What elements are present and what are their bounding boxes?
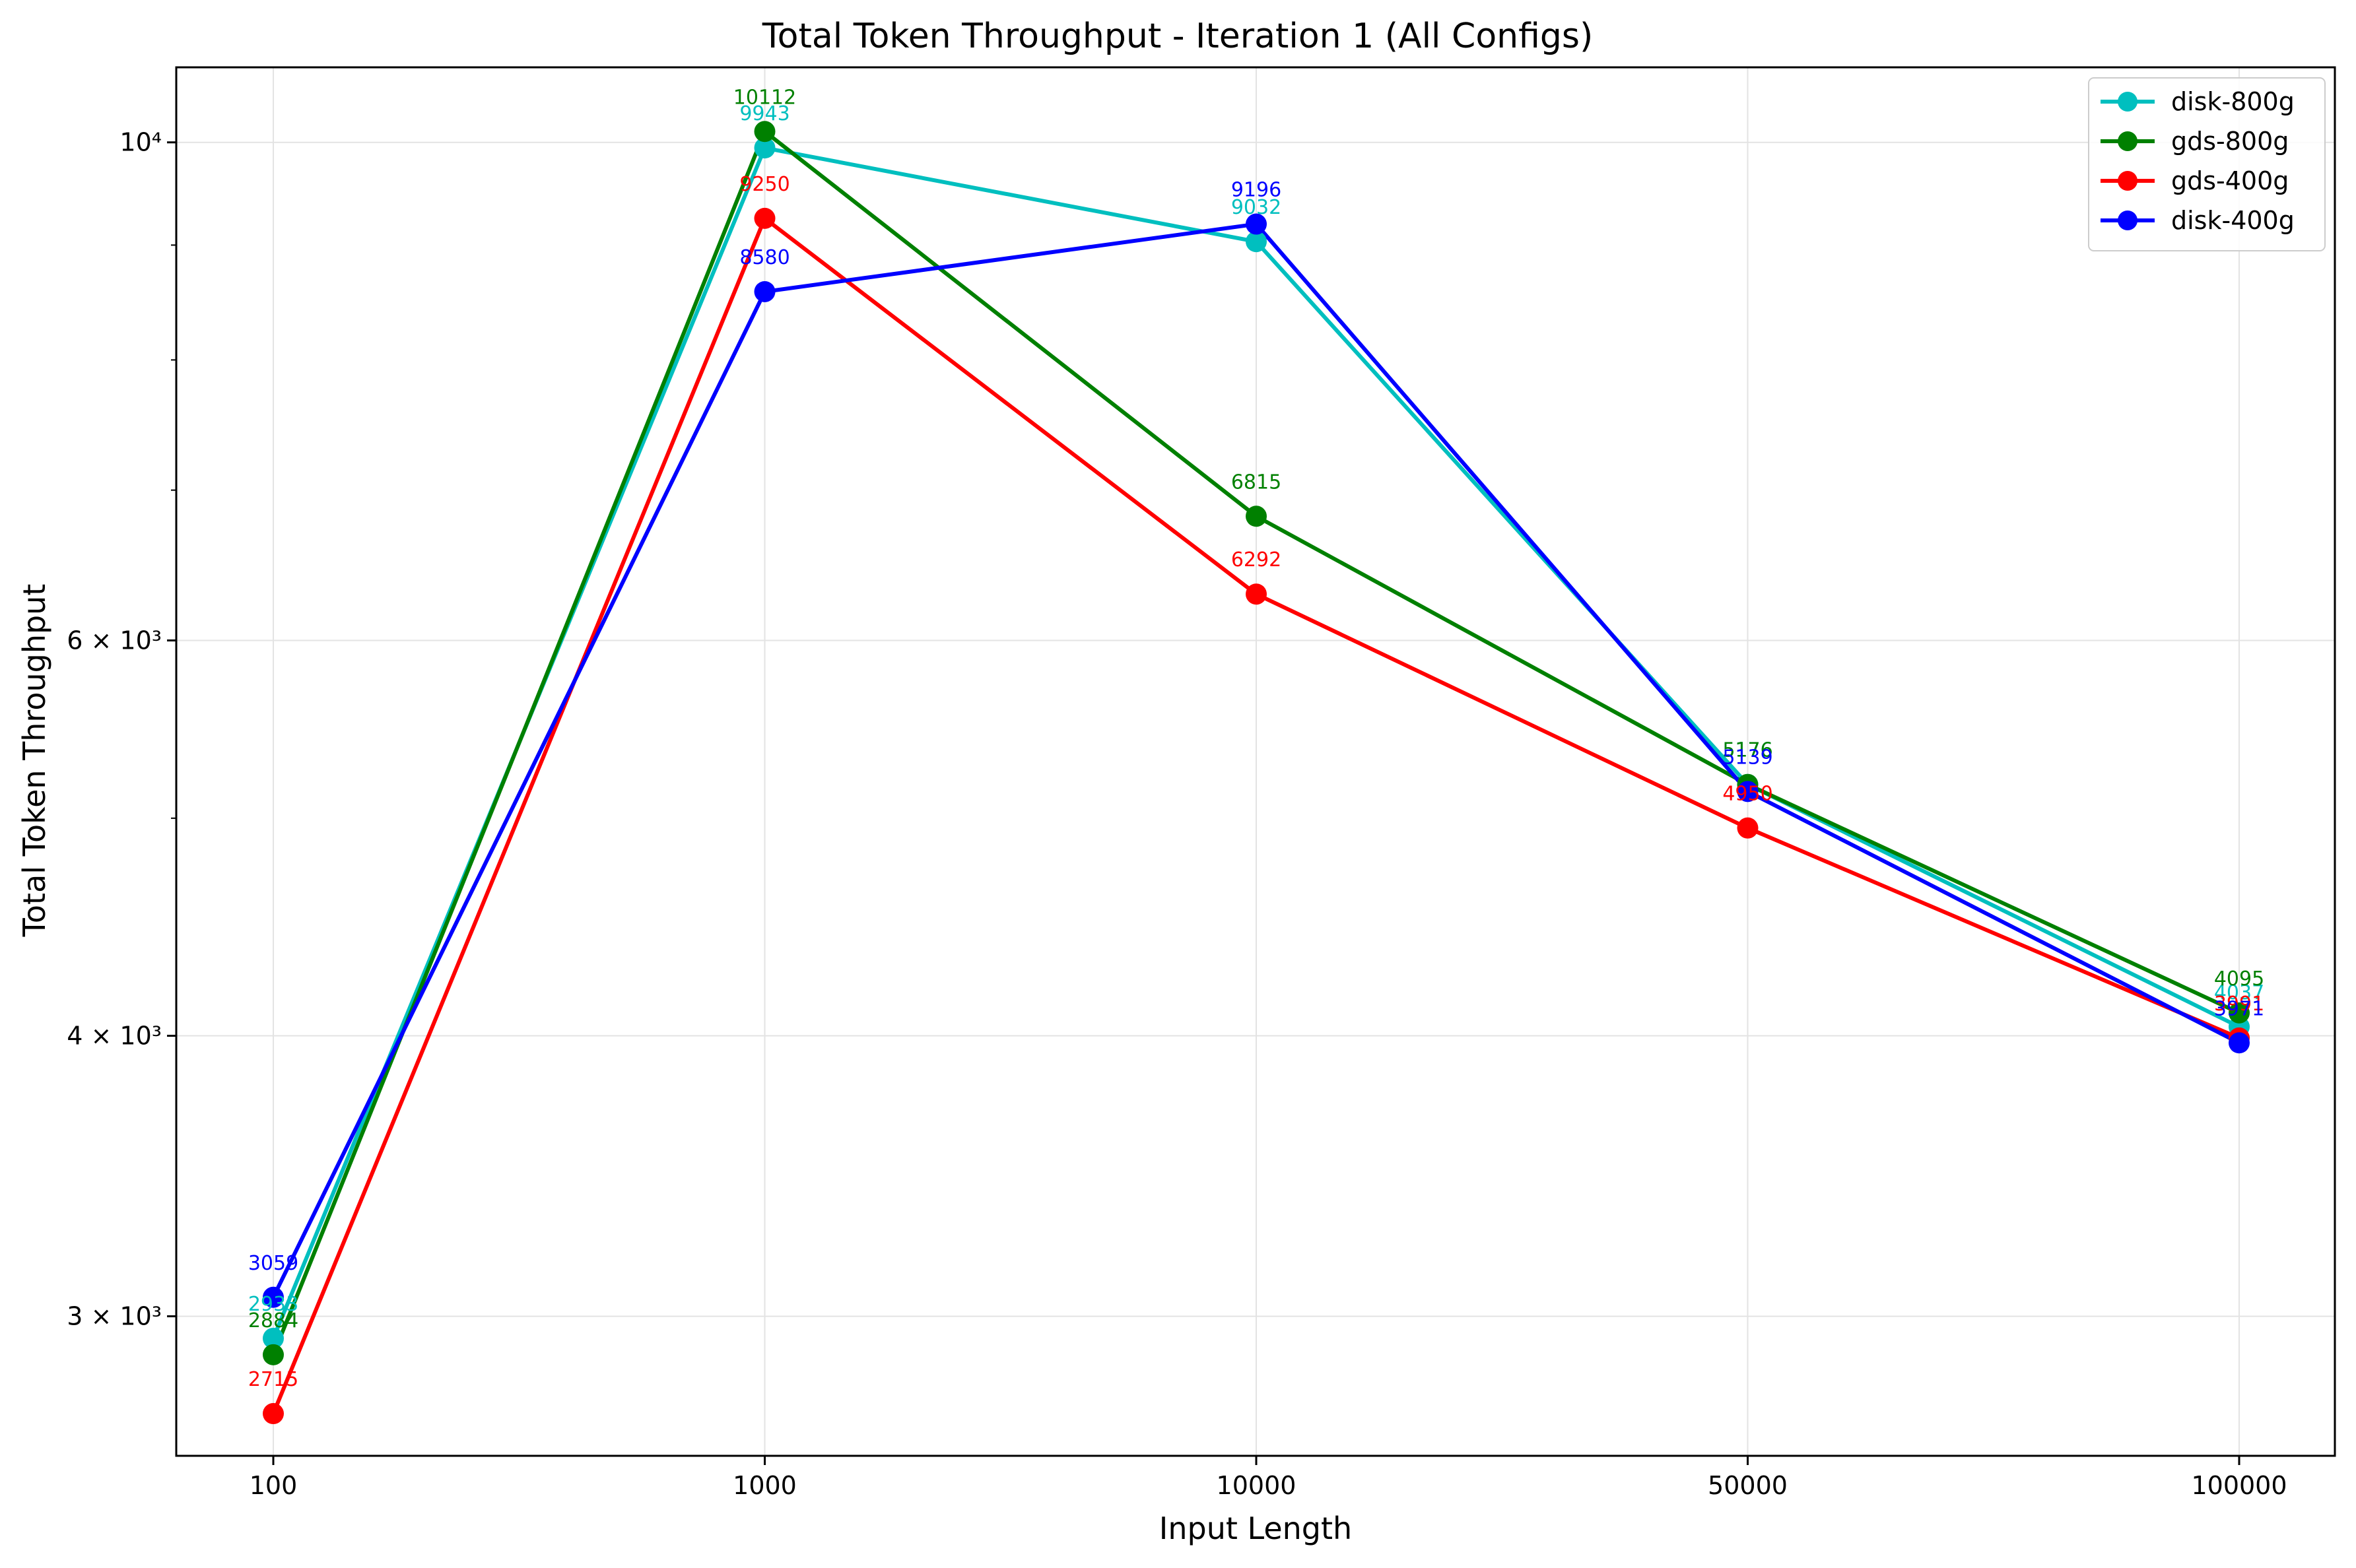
legend-marker-disk-400g: [2118, 211, 2137, 230]
x-tick-label: 50000: [1708, 1471, 1788, 1500]
legend-marker-disk-800g: [2118, 92, 2137, 112]
data-point-gds-400g: [263, 1403, 284, 1425]
data-label-gds-800g: 5176: [1722, 739, 1772, 762]
legend-label-disk-800g: disk-800g: [2171, 87, 2295, 116]
y-tick-label: 3 × 10³: [67, 1302, 162, 1331]
data-point-disk-400g: [754, 280, 776, 302]
data-label-disk-400g: 9196: [1231, 179, 1281, 202]
data-labels: 2933994390325176403728841011268155176409…: [248, 86, 2264, 1391]
legend-marker-gds-400g: [2118, 171, 2137, 191]
y-axis-label: Total Token Throughput: [17, 584, 52, 938]
data-label-disk-400g: 8580: [739, 246, 790, 269]
data-label-disk-800g: 9032: [1231, 196, 1281, 219]
data-point-disk-400g: [1246, 213, 1267, 235]
data-label-gds-800g: 10112: [733, 86, 796, 109]
data-label-disk-400g: 5139: [1722, 746, 1772, 769]
y-tick-label: 6 × 10³: [67, 626, 162, 655]
legend-box: [2088, 77, 2326, 251]
legend-label-gds-400g: gds-400g: [2171, 166, 2289, 195]
axis-ticks: 100 1000 10000 50000 100000 3 × 10³ 4 × 10³ 6 ×…: [67, 128, 2287, 1500]
data-label-gds-800g: 2884: [248, 1309, 298, 1332]
data-label-disk-800g: 4037: [2214, 981, 2264, 1004]
data-point-disk-400g: [2229, 1032, 2250, 1054]
data-label-gds-400g: 9250: [739, 173, 790, 196]
legend-label-disk-400g: disk-400g: [2171, 206, 2295, 235]
data-label-gds-400g: 6292: [1231, 548, 1281, 572]
data-label-gds-400g: 3991: [2214, 993, 2264, 1016]
data-point-gds-800g: [1246, 506, 1267, 527]
x-tick-label: 100000: [2191, 1471, 2287, 1500]
data-label-disk-800g: 5176: [1722, 739, 1772, 762]
data-label-disk-800g: 2933: [248, 1293, 298, 1316]
data-point-gds-400g: [1737, 817, 1759, 839]
data-point-disk-800g: [754, 137, 776, 159]
data-point-gds-400g: [1246, 583, 1267, 605]
x-tick-label: 100: [250, 1471, 298, 1500]
legend-label-gds-800g: gds-800g: [2171, 127, 2289, 156]
grid: [176, 67, 2335, 1456]
data-label-gds-400g: 2715: [248, 1368, 298, 1391]
data-point-disk-400g: [1737, 781, 1759, 802]
data-label-gds-800g: 4095: [2214, 967, 2264, 991]
data-label-disk-400g: 3971: [2214, 997, 2264, 1020]
legend-marker-gds-800g: [2118, 131, 2137, 151]
y-tick-label: 4 × 10³: [67, 1022, 162, 1051]
data-point-gds-800g: [754, 121, 776, 143]
x-tick-label: 10000: [1217, 1471, 1296, 1500]
data-point-disk-400g: [263, 1286, 284, 1308]
chart-title: Total Token Throughput - Iteration 1 (Al…: [762, 16, 1594, 56]
data-point-disk-800g: [1246, 231, 1267, 253]
data-point-gds-800g: [2229, 1002, 2250, 1024]
series-layer: [263, 121, 2250, 1425]
data-point-gds-800g: [263, 1344, 284, 1365]
data-label-gds-800g: 6815: [1231, 471, 1281, 494]
legend[interactable]: disk-800g gds-800g gds-400g disk-400g: [2088, 77, 2326, 251]
x-tick-label: 1000: [733, 1471, 797, 1500]
x-axis-label: Input Length: [1159, 1511, 1352, 1546]
y-tick-label: 10⁴: [119, 128, 162, 157]
data-label-gds-400g: 4950: [1722, 783, 1772, 806]
data-label-disk-400g: 3059: [248, 1252, 298, 1275]
data-point-gds-400g: [754, 207, 776, 229]
data-point-disk-800g: [263, 1327, 284, 1349]
data-label-disk-800g: 9943: [739, 102, 790, 125]
